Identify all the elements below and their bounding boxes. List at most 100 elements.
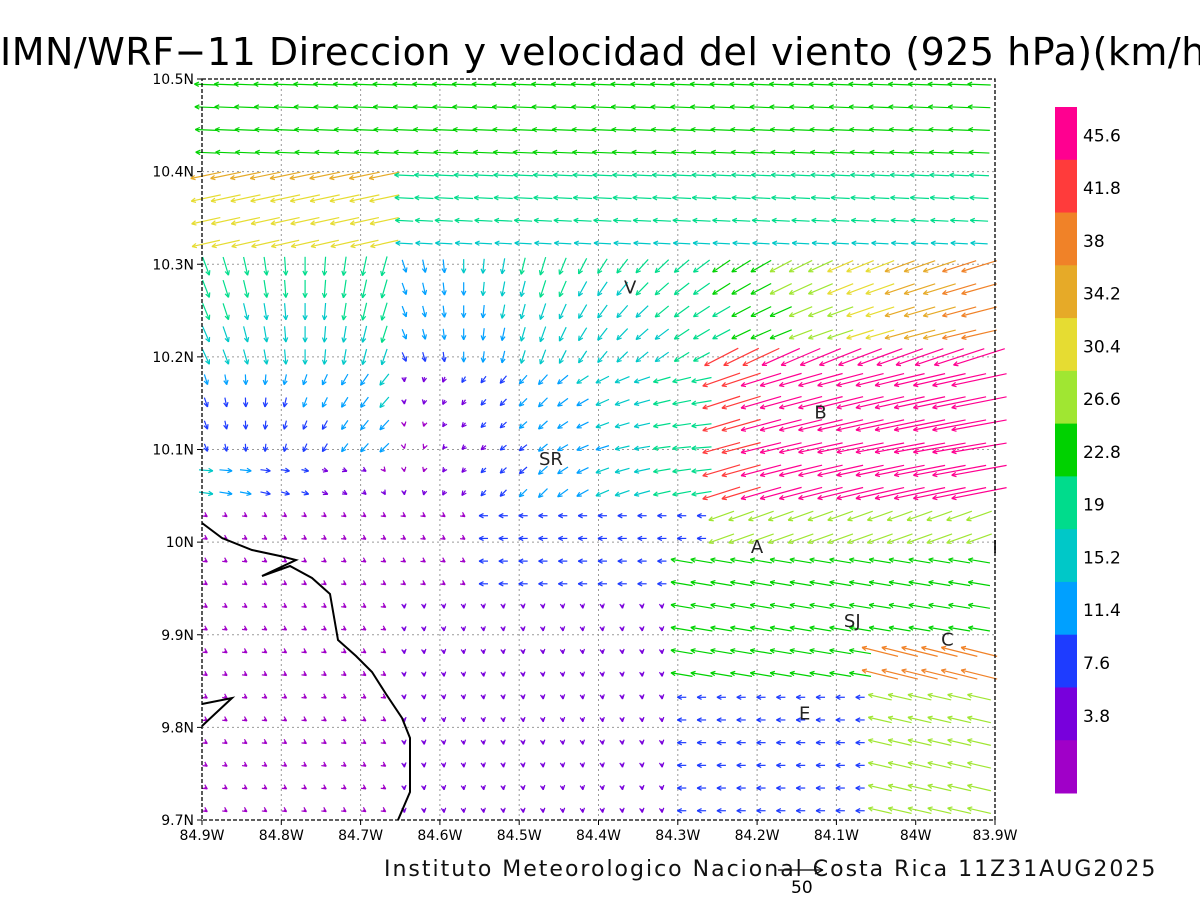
wind-vector	[614, 490, 630, 497]
wind-vector	[710, 625, 733, 632]
wind-vector	[282, 420, 288, 430]
wind-vector	[203, 443, 209, 452]
wind-vector	[846, 260, 874, 273]
wind-vector	[414, 217, 434, 224]
colorbar-bin	[1055, 265, 1077, 319]
wind-vector	[302, 420, 308, 430]
wind-vector	[460, 762, 467, 768]
x-tick-label: 84.2W	[735, 828, 780, 844]
wind-vector	[795, 808, 806, 814]
wind-vector	[440, 716, 447, 723]
wind-vector	[913, 464, 966, 478]
wind-vector	[380, 348, 388, 366]
wind-vector	[380, 738, 387, 745]
wind-vector	[499, 421, 507, 429]
wind-vector	[454, 240, 473, 246]
wind-vector	[518, 535, 528, 542]
wind-vector	[619, 716, 625, 723]
wind-vector	[576, 421, 589, 429]
wind-vector	[329, 171, 361, 181]
place-label: B	[814, 402, 826, 423]
wind-vector	[903, 306, 936, 318]
wind-vector	[211, 216, 241, 226]
wind-vector	[658, 603, 665, 609]
wind-vector	[360, 256, 368, 277]
wind-vector	[769, 602, 792, 609]
wind-vector	[593, 217, 612, 224]
wind-vector	[432, 104, 456, 110]
wind-vector	[460, 739, 467, 745]
wind-vector	[360, 396, 369, 408]
wind-vector	[380, 557, 387, 563]
wind-vector	[778, 419, 823, 432]
wind-vector	[639, 784, 645, 791]
wind-vector	[421, 328, 427, 340]
wind-vector	[261, 557, 268, 563]
wind-vector	[239, 467, 252, 474]
wind-vector	[690, 625, 713, 632]
wind-vector	[500, 258, 506, 275]
wind-vector	[776, 785, 786, 791]
wind-vector	[729, 104, 753, 110]
wind-vector	[441, 328, 447, 340]
wind-vector	[301, 807, 307, 813]
wind-vector	[948, 602, 971, 609]
wind-vector	[341, 625, 347, 631]
wind-vector	[413, 172, 434, 178]
wind-vector	[884, 306, 915, 318]
wind-vector	[330, 216, 360, 226]
wind-vector	[769, 283, 792, 295]
wind-vector	[263, 279, 269, 298]
wind-vector	[519, 257, 526, 275]
wind-vector	[249, 171, 281, 181]
wind-vector	[637, 535, 647, 542]
wind-vector	[401, 259, 408, 273]
wind-vector	[619, 626, 625, 632]
wind-vector	[334, 149, 356, 156]
wind-vector	[512, 149, 534, 156]
x-tick-label: 84.6W	[417, 828, 462, 844]
wind-vector	[767, 533, 794, 545]
wind-vector	[807, 259, 833, 273]
wind-vector	[702, 395, 741, 410]
wind-vector	[558, 257, 567, 275]
wind-vector	[740, 486, 782, 501]
wind-vector	[333, 126, 356, 133]
wind-vector	[460, 807, 467, 813]
colorbar-bin	[1055, 370, 1077, 425]
wind-vector	[254, 149, 276, 156]
wind-vector	[631, 126, 653, 133]
wind-vector	[332, 81, 357, 87]
wind-vector	[654, 351, 670, 363]
wind-vector	[577, 327, 588, 342]
wind-vector	[214, 104, 237, 110]
wind-vector	[809, 648, 832, 655]
wind-vector	[595, 421, 610, 429]
wind-vector	[702, 418, 741, 432]
wind-vector	[537, 420, 548, 430]
wind-vector	[658, 694, 665, 700]
wind-vector	[913, 442, 966, 455]
wind-vector	[886, 533, 913, 545]
wind-vector	[810, 172, 831, 178]
wind-vector	[907, 692, 932, 701]
wind-vector	[302, 397, 308, 408]
wind-vector	[559, 626, 566, 632]
wind-vector	[951, 396, 1007, 410]
wind-vector	[926, 533, 953, 545]
wind-vector	[480, 281, 486, 297]
wind-vector	[460, 784, 467, 791]
wind-vector	[414, 195, 434, 201]
wind-vector	[577, 281, 588, 297]
wind-vector	[788, 283, 813, 295]
wind-vector	[960, 668, 998, 680]
wind-vector	[590, 81, 615, 87]
wind-vector	[401, 329, 408, 340]
wind-vector	[756, 785, 766, 791]
wind-vector	[716, 808, 726, 814]
wind-vector	[597, 304, 608, 319]
wind-vector	[906, 510, 933, 522]
wind-vector	[855, 396, 905, 410]
wind-vector	[250, 194, 281, 203]
wind-vector	[260, 490, 271, 496]
